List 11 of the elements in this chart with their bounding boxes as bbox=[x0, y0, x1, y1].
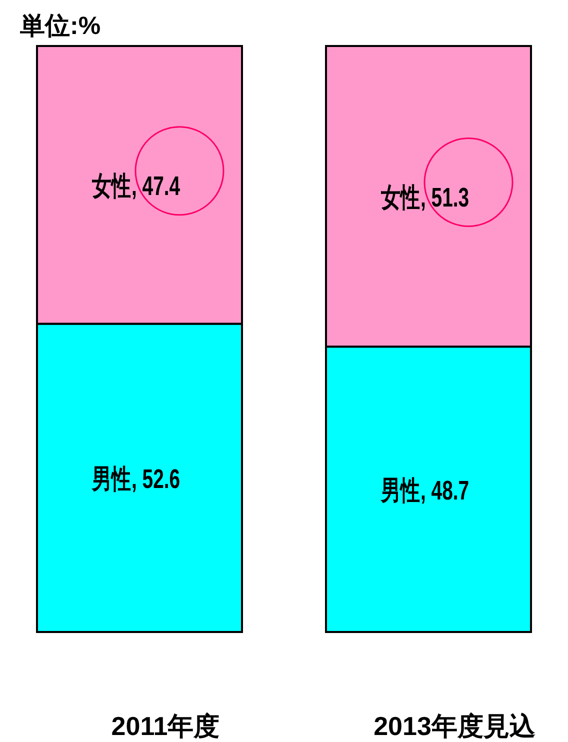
data-label: , 48.7 bbox=[420, 475, 470, 506]
text: 単位:% bbox=[19, 12, 101, 40]
data-label: , 51.3 bbox=[420, 182, 470, 212]
text: 男性 bbox=[92, 464, 132, 494]
x-tick-label: 2011年度 bbox=[111, 711, 220, 741]
text: 女性 bbox=[92, 170, 132, 201]
data-label: , 47.4 bbox=[132, 170, 180, 201]
x-tick-label: 2013年度見込 bbox=[374, 711, 536, 741]
data-label: , 52.6 bbox=[132, 464, 180, 494]
series-label: 女性 bbox=[380, 182, 420, 212]
series-label: 男性 bbox=[380, 475, 420, 506]
